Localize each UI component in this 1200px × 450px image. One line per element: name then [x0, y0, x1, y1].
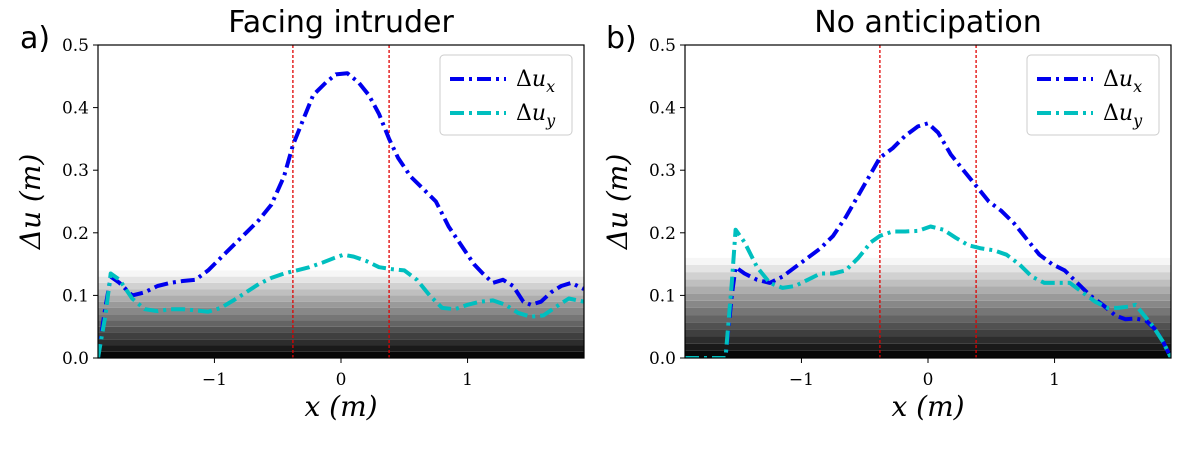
background-band	[685, 272, 1171, 280]
background-band	[685, 322, 1171, 330]
background-band	[685, 286, 1171, 294]
x-tick-label: 0	[923, 370, 934, 390]
background-band	[98, 339, 584, 346]
background-band	[98, 326, 584, 333]
panel-label: b)	[606, 21, 637, 56]
background-band	[98, 282, 584, 290]
background-gradient	[98, 270, 584, 358]
panel-label: a)	[20, 21, 50, 56]
x-axis-label: x (m)	[304, 390, 377, 423]
y-tick-label: 0.5	[649, 36, 676, 56]
background-band	[685, 343, 1171, 351]
y-tick-label: 0.1	[62, 286, 89, 306]
x-axis-label: x (m)	[891, 390, 964, 423]
x-tick-label: −1	[202, 370, 227, 390]
background-band	[98, 320, 584, 327]
chart-title: No anticipation	[814, 5, 1042, 40]
chart-panel-a: 0.0 0.1 0.2 0.3 0.4 0.5 −1 0 1 Facing intruder a) x…	[14, 5, 585, 423]
background-band	[685, 315, 1171, 323]
background-band	[685, 307, 1171, 316]
background-band	[98, 270, 584, 277]
background-band	[685, 300, 1171, 308]
background-band	[98, 351, 584, 358]
background-band	[98, 345, 584, 352]
chart-panel-b: 0.0 0.1 0.2 0.3 0.4 0.5 −1 0 1 No anticipation b) x…	[601, 5, 1172, 423]
series-line-duy	[685, 224, 1171, 358]
y-tick-label: 0.0	[649, 349, 676, 369]
y-axis-label: Δu (m)	[601, 154, 634, 251]
series-line-dux	[98, 71, 584, 358]
background-band	[98, 289, 584, 296]
y-tick-label: 0.5	[62, 36, 89, 56]
legend-label: Δuy	[516, 101, 556, 130]
background-band	[98, 276, 584, 283]
y-tick-label: 0.1	[649, 286, 676, 306]
background-band	[685, 350, 1171, 358]
background-band	[685, 329, 1171, 337]
legend-box	[1026, 54, 1160, 136]
y-tick-label: 0.3	[649, 161, 676, 181]
x-tick-label: 1	[1049, 370, 1060, 390]
y-tick-label: 0.4	[649, 99, 676, 119]
y-tick-label: 0.4	[62, 99, 89, 119]
background-band	[685, 293, 1171, 301]
legend: Δux Δuy	[439, 54, 573, 136]
x-tick-label: 0	[336, 370, 347, 390]
legend-label: Δux	[1103, 67, 1142, 96]
y-tick-label: 0.3	[62, 161, 89, 181]
legend-label: Δuy	[1103, 101, 1143, 130]
background-band	[98, 301, 584, 308]
legend: Δux Δuy	[1026, 54, 1160, 136]
y-tick-label: 0.2	[62, 224, 89, 244]
y-axis-label: Δu (m)	[14, 154, 47, 251]
background-band	[98, 332, 584, 340]
background-gradient	[685, 257, 1171, 358]
background-band	[685, 264, 1171, 273]
x-tick-label: 1	[462, 370, 473, 390]
background-band	[685, 257, 1171, 265]
legend-label: Δux	[516, 67, 555, 96]
x-tick-label: −1	[789, 370, 814, 390]
series-line-duy	[98, 252, 584, 358]
y-tick-label: 0.2	[649, 224, 676, 244]
background-band	[98, 295, 584, 302]
series-line-dux	[685, 121, 1171, 358]
chart-title: Facing intruder	[228, 5, 454, 40]
background-band	[685, 279, 1171, 287]
y-tick-label: 0.0	[62, 349, 89, 369]
legend-box	[439, 54, 573, 136]
background-band	[685, 336, 1171, 344]
background-band	[98, 307, 584, 315]
background-band	[98, 314, 584, 321]
